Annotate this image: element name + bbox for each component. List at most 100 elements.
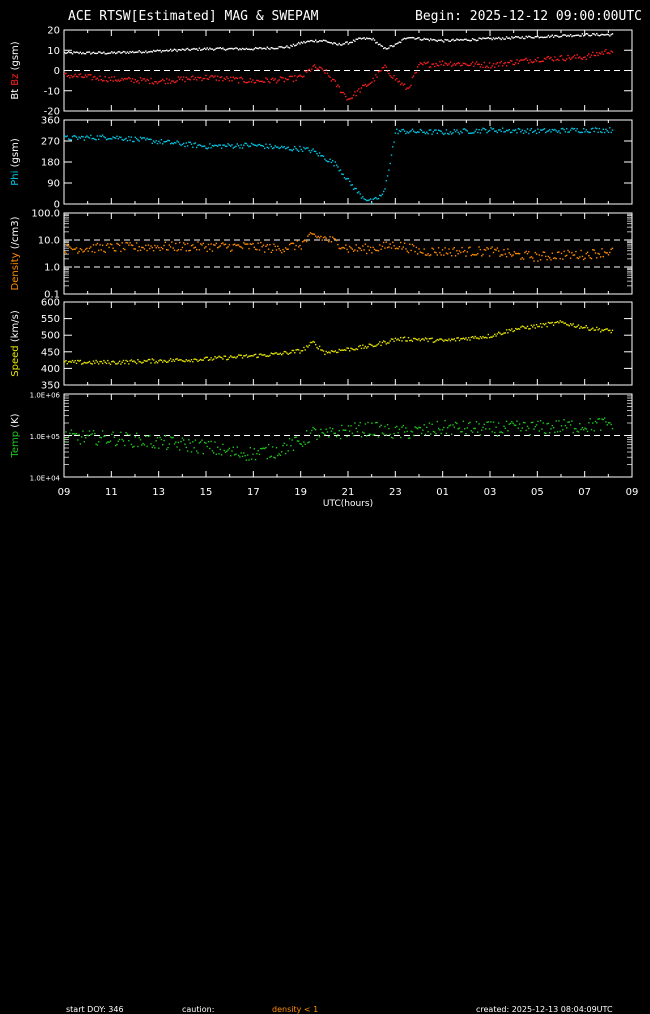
bt-point	[177, 49, 180, 51]
phi-point	[461, 132, 463, 134]
density-point	[253, 246, 255, 248]
bt-point	[385, 48, 387, 50]
bz-point	[411, 76, 414, 79]
density-point	[526, 253, 529, 255]
temp-point	[559, 430, 561, 433]
temp-point	[175, 441, 177, 443]
bt-point	[113, 51, 116, 53]
phi-point	[245, 142, 248, 145]
phi-point	[521, 129, 523, 131]
temp-point	[558, 420, 560, 422]
speed-point	[563, 322, 565, 325]
bt-point	[546, 36, 548, 38]
bt-point	[575, 34, 577, 37]
speed-point	[368, 343, 370, 345]
bz-point	[508, 62, 510, 64]
bt-point	[129, 51, 131, 53]
bz-point	[245, 81, 248, 84]
density-point	[317, 235, 319, 238]
bt-point	[390, 45, 393, 47]
density-point	[307, 235, 309, 237]
phi-point	[501, 127, 504, 129]
temp-point	[593, 430, 595, 432]
speed-point	[453, 338, 455, 340]
density-point	[163, 244, 165, 247]
density-point	[380, 248, 382, 250]
temp-point	[534, 425, 536, 428]
speed-point	[350, 347, 352, 349]
bt-point	[313, 41, 316, 43]
bt-point	[262, 47, 265, 50]
bz-point	[284, 77, 287, 80]
speed-point	[377, 343, 380, 345]
temp-point	[350, 425, 352, 427]
bt-point	[471, 38, 474, 40]
temp-point	[326, 431, 329, 433]
speed-point	[206, 356, 208, 358]
temp-point	[249, 447, 251, 449]
phi-point	[485, 129, 487, 131]
density-point	[218, 246, 220, 248]
bt-point	[71, 53, 74, 55]
density-point	[99, 244, 101, 246]
density-point	[103, 250, 105, 252]
temp-point	[424, 433, 427, 436]
bt-point	[320, 40, 322, 42]
speed-point	[95, 359, 97, 362]
phi-point	[122, 139, 125, 141]
density-point	[521, 257, 523, 259]
bz-point	[573, 54, 576, 57]
bt-point	[364, 38, 367, 40]
temp-point	[436, 420, 438, 423]
phi-point	[535, 132, 538, 135]
density-point	[603, 251, 606, 253]
density-point	[518, 253, 521, 255]
bz-point	[230, 76, 232, 78]
density-point	[426, 254, 428, 256]
phi-point	[218, 144, 220, 146]
bz-point	[539, 61, 542, 63]
bt-point	[532, 37, 534, 39]
phi-point	[258, 143, 261, 146]
phi-point	[418, 131, 420, 133]
bt-point	[376, 41, 378, 44]
bt-point	[500, 38, 502, 41]
bt-point	[530, 36, 533, 39]
bt-point	[479, 37, 482, 40]
temp-point	[359, 421, 361, 424]
bz-point	[368, 83, 370, 85]
phi-point	[603, 131, 606, 134]
bt-point	[600, 34, 602, 36]
density-point	[162, 248, 164, 250]
speed-point	[533, 324, 535, 326]
bz-point	[601, 51, 603, 53]
bz-point	[525, 57, 527, 60]
speed-point	[189, 360, 191, 363]
density-point	[254, 248, 257, 250]
temp-point	[328, 436, 330, 438]
bz-point	[575, 57, 577, 59]
phi-point	[230, 145, 232, 147]
temp-point	[552, 427, 555, 429]
phi-point	[364, 198, 367, 201]
bz-point	[316, 68, 318, 70]
temp-point	[126, 433, 129, 435]
bt-point	[406, 37, 408, 39]
bz-point	[504, 62, 506, 64]
density-point	[420, 252, 423, 254]
density-point	[593, 249, 595, 251]
density-point	[583, 258, 585, 261]
density-point	[274, 245, 276, 248]
speed-point	[491, 336, 493, 338]
speed-point	[115, 363, 117, 365]
bz-point	[555, 59, 557, 61]
bt-point	[326, 41, 329, 43]
temp-point	[241, 455, 244, 458]
phi-point	[241, 147, 244, 149]
density-point	[275, 249, 278, 251]
phi-point	[74, 135, 76, 137]
bt-point	[279, 46, 282, 48]
x-tick-label: 21	[342, 487, 355, 498]
density-point	[362, 245, 364, 247]
bt-point	[196, 48, 198, 50]
